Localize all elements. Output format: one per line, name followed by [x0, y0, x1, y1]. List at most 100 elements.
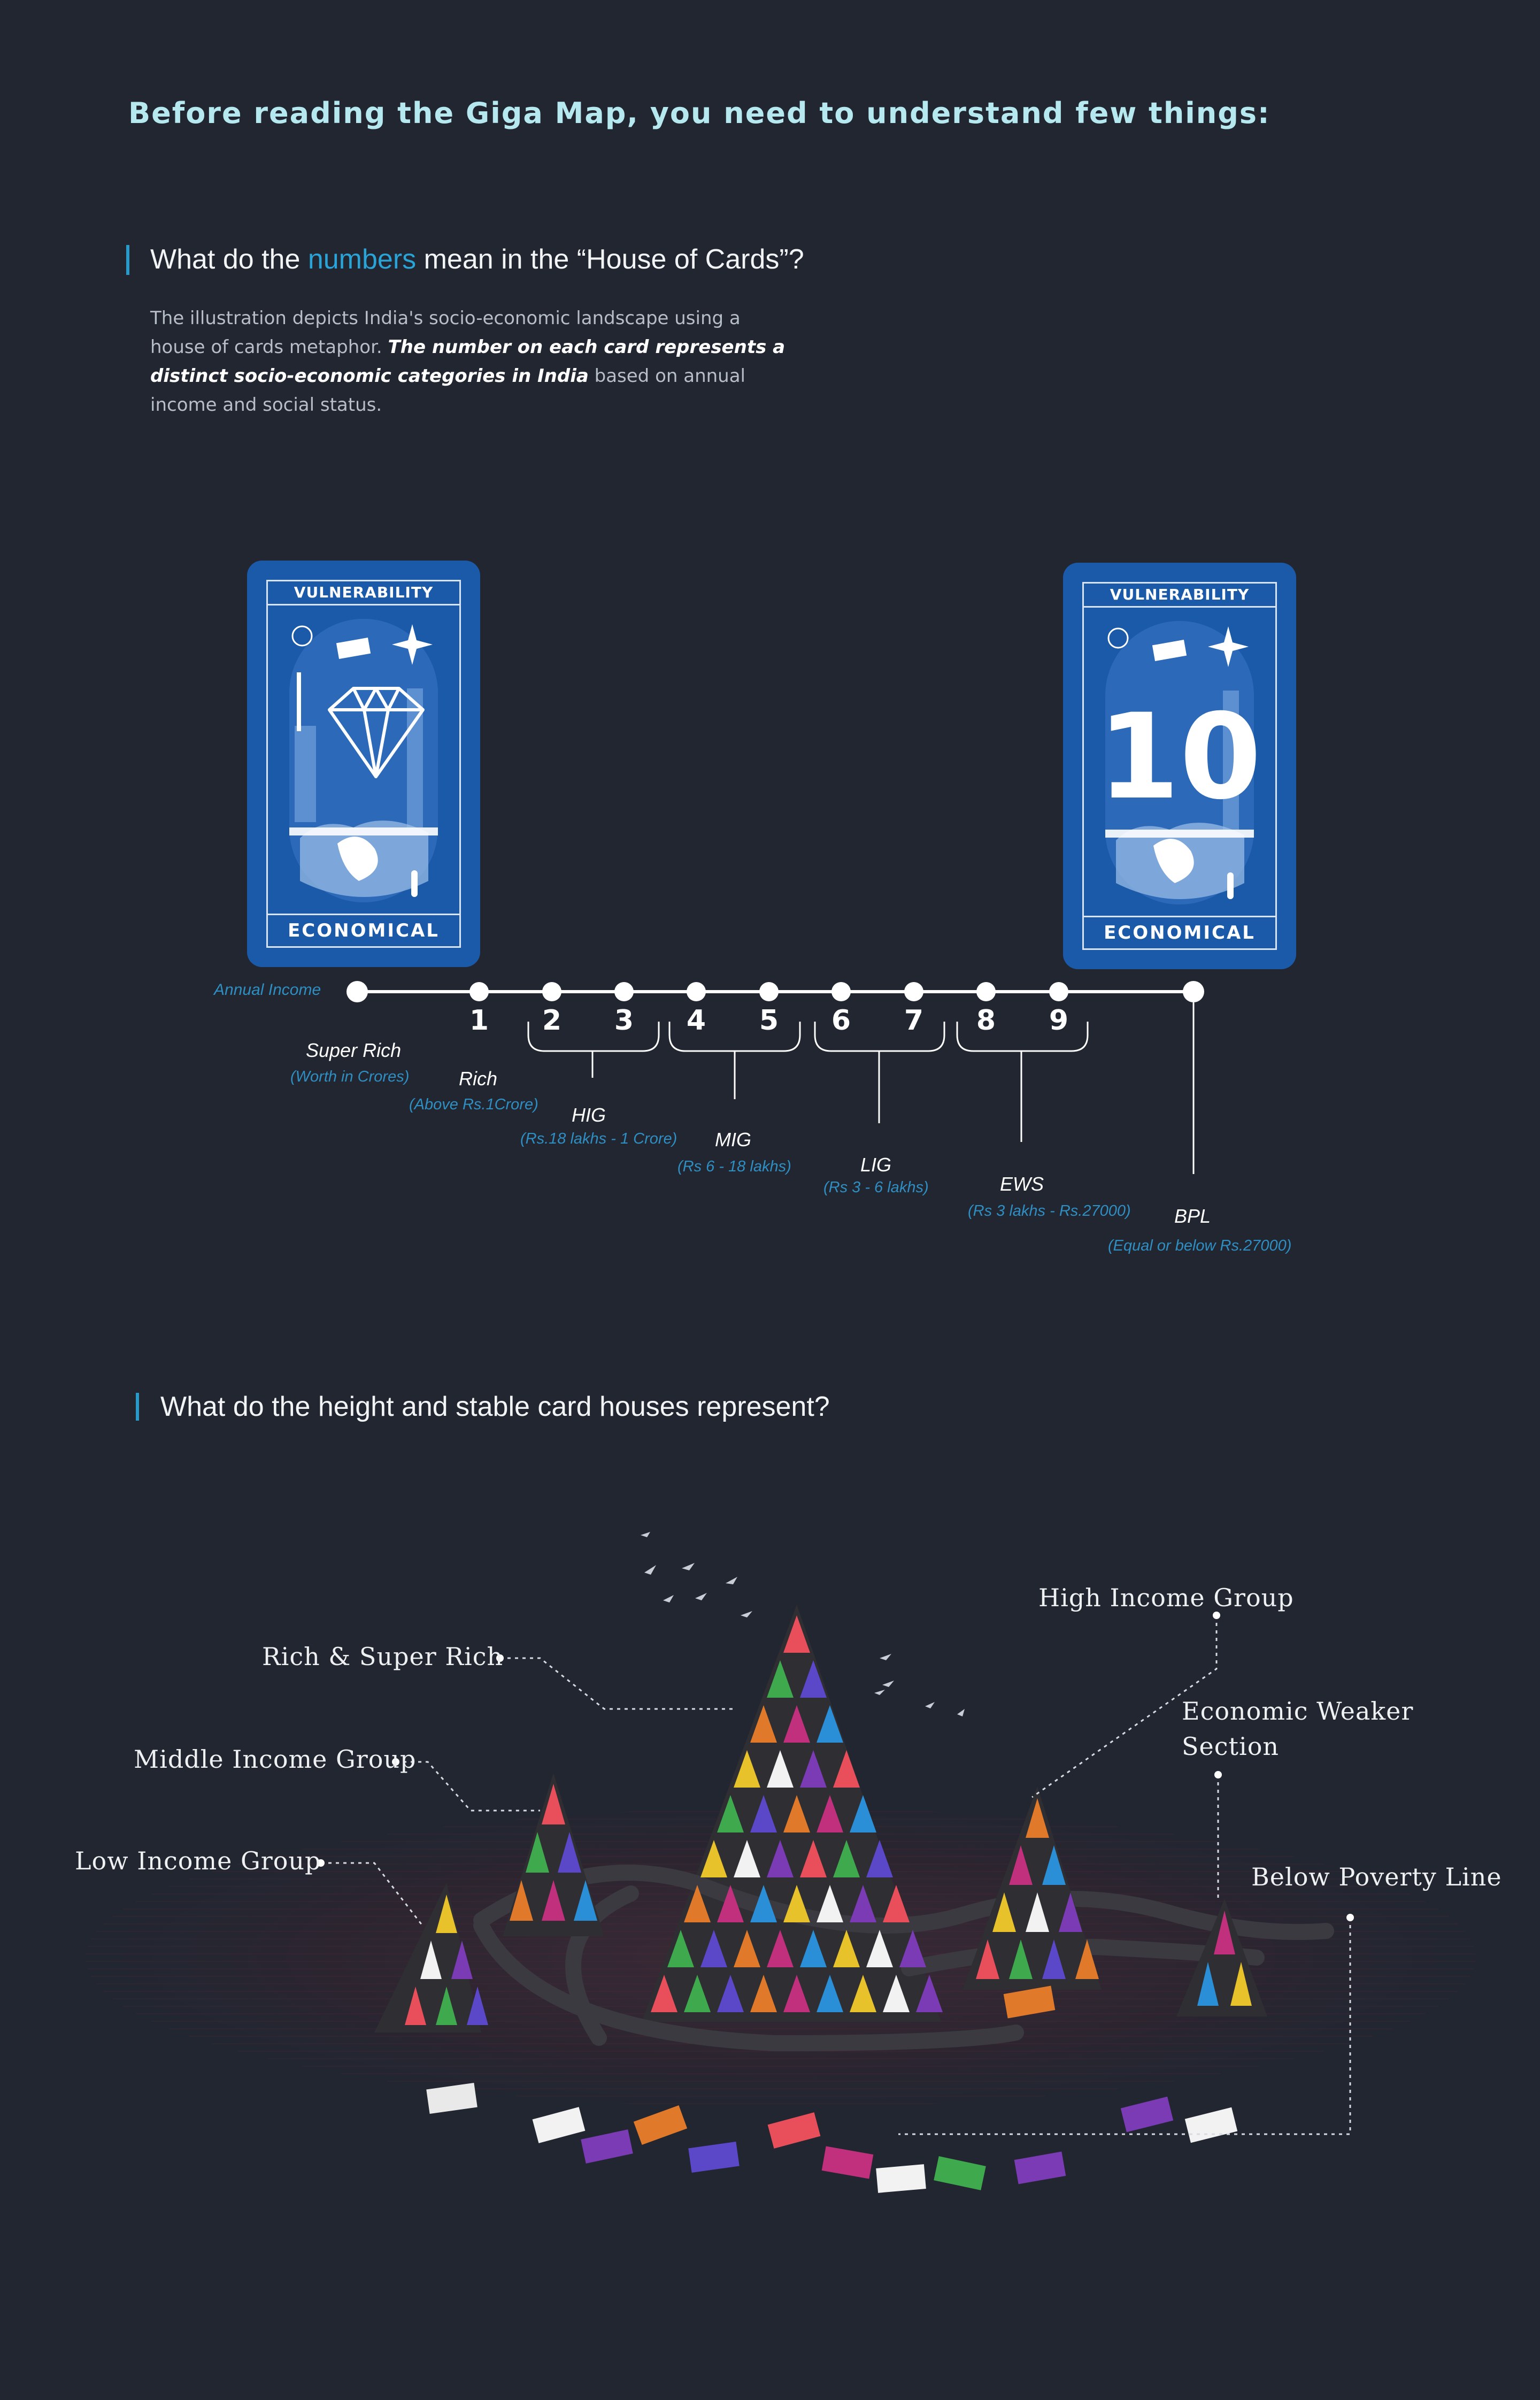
card-face — [684, 1975, 711, 2012]
group-name: LIG — [860, 1154, 892, 1176]
card-face — [1009, 1939, 1033, 1979]
card-face — [817, 1705, 843, 1743]
card-frame: VULNERABILITY ECONOMICAL — [266, 580, 461, 948]
category-number: 3 — [614, 1005, 634, 1037]
group-range: (Above Rs.1Crore) — [409, 1096, 538, 1113]
sparkle-icon — [1208, 626, 1249, 667]
card-face — [717, 1885, 744, 1922]
card-face — [783, 1975, 810, 2012]
sparkle-icon — [392, 624, 433, 665]
card-face — [833, 1750, 860, 1788]
card-number: 10 — [1098, 688, 1261, 825]
card-face — [850, 1885, 876, 1922]
card-top-label: VULNERABILITY — [1084, 584, 1275, 608]
card-face — [1059, 1892, 1082, 1932]
card-face — [526, 1832, 549, 1873]
page-title: Before reading the Giga Map, you need to… — [128, 96, 1270, 130]
card-face — [651, 1975, 677, 2012]
card-frame: VULNERABILITY 10 ECONOMICAL — [1082, 582, 1277, 950]
card-face — [1075, 1939, 1099, 1979]
card-face — [992, 1892, 1016, 1932]
card-face — [976, 1939, 999, 1979]
group-range: (Rs 3 lakhs - Rs.27000) — [968, 1202, 1131, 1220]
card-face — [883, 1885, 910, 1922]
card-face — [866, 1840, 893, 1877]
card-face — [850, 1795, 876, 1832]
section-accent-bar — [136, 1393, 139, 1421]
category-number: 5 — [759, 1005, 779, 1037]
section-title-part: What do the — [150, 244, 308, 275]
card-bottom-label: ECONOMICAL — [268, 914, 459, 946]
card-face — [700, 1930, 727, 1967]
card-face — [734, 1750, 760, 1788]
card-face — [1214, 1911, 1235, 1954]
card-face — [1042, 1845, 1066, 1885]
card-face — [734, 1840, 760, 1877]
card-face — [436, 1895, 457, 1933]
card-face — [767, 1660, 794, 1698]
card-face — [783, 1795, 810, 1832]
axis-label: Annual Income — [214, 981, 321, 999]
timeline-nodes — [469, 982, 1068, 1001]
group-name: Rich — [459, 1068, 498, 1090]
card-face — [800, 1840, 827, 1877]
label-rich: Rich & Super Rich — [262, 1642, 504, 1671]
card-face — [767, 1930, 794, 1967]
fallen-cards — [426, 1985, 1238, 2193]
card-face — [700, 1840, 727, 1877]
card-face — [899, 1930, 926, 1967]
card-face — [767, 1840, 794, 1877]
card-path — [473, 1865, 1334, 2052]
card-face — [817, 1795, 843, 1832]
leader-dots — [317, 1612, 1354, 1921]
intro-bold-text: The number on each card represents a dis… — [150, 336, 786, 387]
group-brackets — [527, 1002, 1195, 1174]
house-hig — [962, 1786, 1102, 1990]
group-range: (Rs 3 - 6 lakhs) — [823, 1179, 929, 1196]
card-face — [800, 1660, 827, 1698]
label-mig: Middle Income Group — [134, 1745, 417, 1774]
category-number: 7 — [904, 1005, 924, 1037]
section-title-houses: What do the height and stable card house… — [160, 1391, 830, 1422]
card-face — [916, 1975, 943, 2012]
category-number: 9 — [1049, 1005, 1069, 1037]
label-hig: High Income Group — [1038, 1583, 1294, 1612]
category-number: 2 — [542, 1005, 562, 1037]
card-ten: VULNERABILITY 10 ECONOMICAL — [1063, 563, 1296, 969]
label-ews-line2: Section — [1182, 1732, 1280, 1761]
category-number: 1 — [469, 1005, 489, 1037]
card-face — [817, 1975, 843, 2012]
group-name: HIG — [572, 1104, 606, 1126]
group-name: BPL — [1174, 1205, 1211, 1227]
card-face — [1009, 1845, 1033, 1885]
card-face — [420, 1941, 442, 1979]
label-lig: Low Income Group — [75, 1846, 321, 1875]
card-face — [750, 1885, 777, 1922]
card-face — [1026, 1892, 1049, 1932]
card-face — [800, 1750, 827, 1788]
card-face — [817, 1885, 843, 1922]
group-range: (Rs 6 - 18 lakhs) — [677, 1158, 791, 1175]
group-name: EWS — [1000, 1173, 1044, 1195]
section-title-accent: numbers — [307, 244, 417, 275]
category-number: 8 — [976, 1005, 996, 1037]
intro-text: The illustration depicts India's socio-e… — [150, 308, 741, 358]
label-bpl: Below Poverty Line — [1251, 1862, 1502, 1891]
card-face — [667, 1930, 694, 1967]
diamond-icon — [328, 687, 425, 778]
group-name: Super Rich — [306, 1039, 402, 1061]
card-face — [717, 1795, 744, 1832]
card-face — [542, 1880, 565, 1921]
card-face — [783, 1615, 810, 1653]
card-face — [684, 1885, 711, 1922]
group-name: MIG — [715, 1129, 751, 1151]
house-mig — [503, 1773, 604, 1936]
card-face — [574, 1880, 597, 1921]
card-face — [767, 1750, 794, 1788]
card-face — [850, 1975, 876, 2012]
card-face — [866, 1930, 893, 1967]
card-face — [783, 1885, 810, 1922]
timeline-node — [346, 981, 368, 1002]
card-face — [542, 1784, 565, 1824]
intro-text: based on annual income and social status… — [150, 365, 745, 416]
